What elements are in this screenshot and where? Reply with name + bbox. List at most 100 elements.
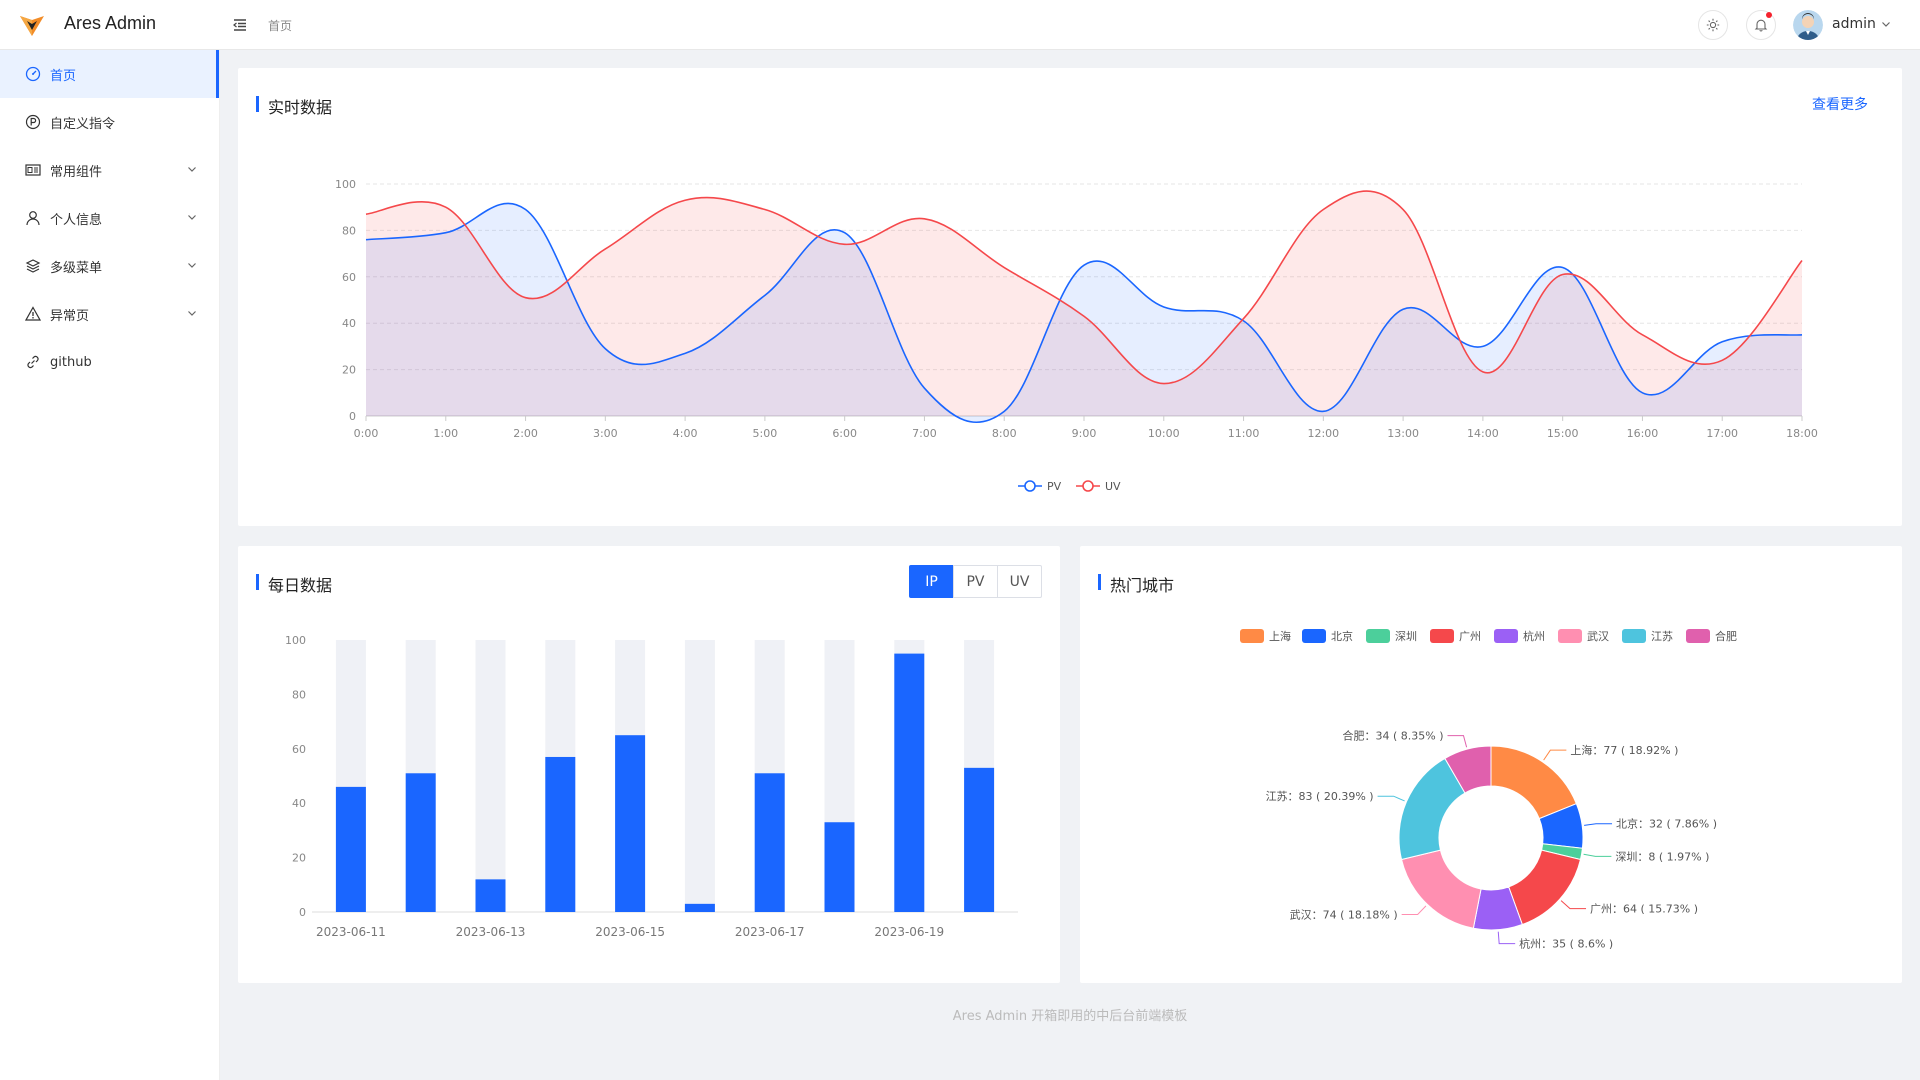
footer-text: Ares Admin 开箱即用的中后台前端模板 [952,1009,1188,1024]
top-header: Ares Admin 首页 admin [0,0,1920,50]
bar-background [684,640,715,912]
y-tick-label: 60 [292,743,306,756]
legend-item[interactable]: 广州 [1430,629,1481,643]
legend-item-uv[interactable]: UV [1076,480,1121,493]
dashboard-icon [24,65,42,83]
avatar[interactable] [1793,10,1823,40]
x-tick-label: 2023-06-17 [735,925,805,939]
x-tick-label: 9:00 [1072,427,1097,440]
sidebar-item-label: 常用组件 [50,164,103,180]
chevron-down-icon[interactable] [1881,19,1891,29]
x-tick-label: 10:00 [1148,427,1180,440]
slice-label: 深圳：8 ( 1.97% ) [1615,850,1709,863]
logo-icon[interactable] [18,12,46,38]
legend-item[interactable]: 江苏 [1622,629,1673,643]
x-tick-label: 2023-06-15 [595,925,665,939]
pie-slice [1508,849,1582,926]
legend-label: PV [1047,480,1062,493]
series-area-uv [366,191,1802,416]
x-tick-label: 17:00 [1706,427,1738,440]
x-tick-label: 2:00 [513,427,538,440]
legend-item[interactable]: 深圳 [1366,629,1417,643]
x-tick-label: 2023-06-11 [316,925,386,939]
label-line [1583,853,1612,857]
y-tick-label: 20 [342,364,356,377]
x-tick-label: 12:00 [1307,427,1339,440]
legend-item[interactable]: 合肥 [1686,629,1737,643]
legend-swatch [1302,629,1326,643]
legend-swatch [1430,629,1454,643]
view-more-link[interactable]: 查看更多 [1812,97,1868,113]
bar [964,767,995,912]
x-tick-label: 0:00 [354,427,379,440]
legend-item[interactable]: 杭州 [1494,629,1545,643]
sidebar-item-label: 首页 [50,68,77,84]
daily-tab-group: IP PV UV [909,565,1042,598]
sidebar-item-directive[interactable]: 自定义指令 [0,98,219,146]
legend-item[interactable]: 北京 [1302,629,1353,643]
x-tick-label: 3:00 [593,427,618,440]
tab-ip[interactable]: IP [909,565,954,598]
y-tick-label: 80 [292,688,306,701]
user-name[interactable]: admin [1832,16,1876,32]
tab-uv[interactable]: UV [997,565,1042,598]
tab-pv[interactable]: PV [953,565,998,598]
pie-slice [1490,745,1578,820]
legend-label: 上海 [1269,629,1291,643]
legend-item[interactable]: 武汉 [1558,629,1609,643]
app-title[interactable]: Ares Admin [64,13,157,33]
sidebar-item-github[interactable]: github [0,338,219,386]
x-tick-label: 5:00 [753,427,778,440]
slice-label: 北京：32 ( 7.86% ) [1616,817,1717,831]
legend-item-pv[interactable]: PV [1018,480,1062,493]
legend-swatch [1366,629,1390,643]
slice-label: 上海：77 ( 18.92% ) [1570,743,1678,757]
bar [615,735,646,912]
legend-swatch [1494,629,1518,643]
user-icon [24,209,42,227]
sidebar-item-exception[interactable]: 异常页 [0,290,219,338]
x-tick-label: 6:00 [832,427,857,440]
y-tick-label: 80 [342,224,356,237]
x-tick-label: 4:00 [673,427,698,440]
directive-icon [24,113,42,131]
x-tick-label: 7:00 [912,427,937,440]
x-tick-label: 2023-06-13 [456,925,526,939]
label-line [1543,749,1567,761]
avatar-image [1793,10,1823,40]
sidebar-item-label: github [50,354,92,370]
y-tick-label: 40 [292,797,306,810]
slice-label: 武汉：74 ( 18.18% ) [1290,909,1398,922]
slice-label: 江苏：83 ( 20.39% ) [1266,790,1374,803]
layers-icon [24,257,42,275]
chevron-down-icon [188,263,196,268]
y-tick-label: 0 [349,410,356,423]
y-tick-label: 20 [292,852,306,865]
daily-chart: 0 20 40 60 80 100 2023-06-11 2023-06-13 2023-06-… [285,634,1018,939]
y-tick-label: 40 [342,317,356,330]
sidebar-item-multilevel[interactable]: 多级菜单 [0,242,219,290]
x-tick-label: 14:00 [1467,427,1499,440]
notification-dot [1766,12,1772,18]
sidebar-item-home[interactable]: 首页 [0,50,219,98]
menu-collapse-icon[interactable] [232,17,248,33]
x-tick-label: 8:00 [992,427,1017,440]
sidebar-item-profile[interactable]: 个人信息 [0,194,219,242]
theme-toggle-button[interactable] [1698,10,1728,40]
legend-label: 江苏 [1651,630,1673,643]
pie-slice [1400,849,1482,929]
chevron-down-icon [188,311,196,316]
x-tick-label: 13:00 [1387,427,1419,440]
slice-label: 广州：64 ( 15.73% ) [1590,903,1698,916]
series-line-pv [365,202,1803,424]
x-tick-label: 18:00 [1786,427,1818,440]
notification-button[interactable] [1746,10,1776,40]
bar [545,756,576,912]
legend-label: 杭州 [1523,629,1545,643]
breadcrumb[interactable]: 首页 [268,19,293,33]
x-tick-label: 11:00 [1228,427,1260,440]
legend-swatch [1686,629,1710,643]
bar [754,773,785,912]
legend-item[interactable]: 上海 [1240,629,1291,643]
sidebar-item-components[interactable]: 常用组件 [0,146,219,194]
